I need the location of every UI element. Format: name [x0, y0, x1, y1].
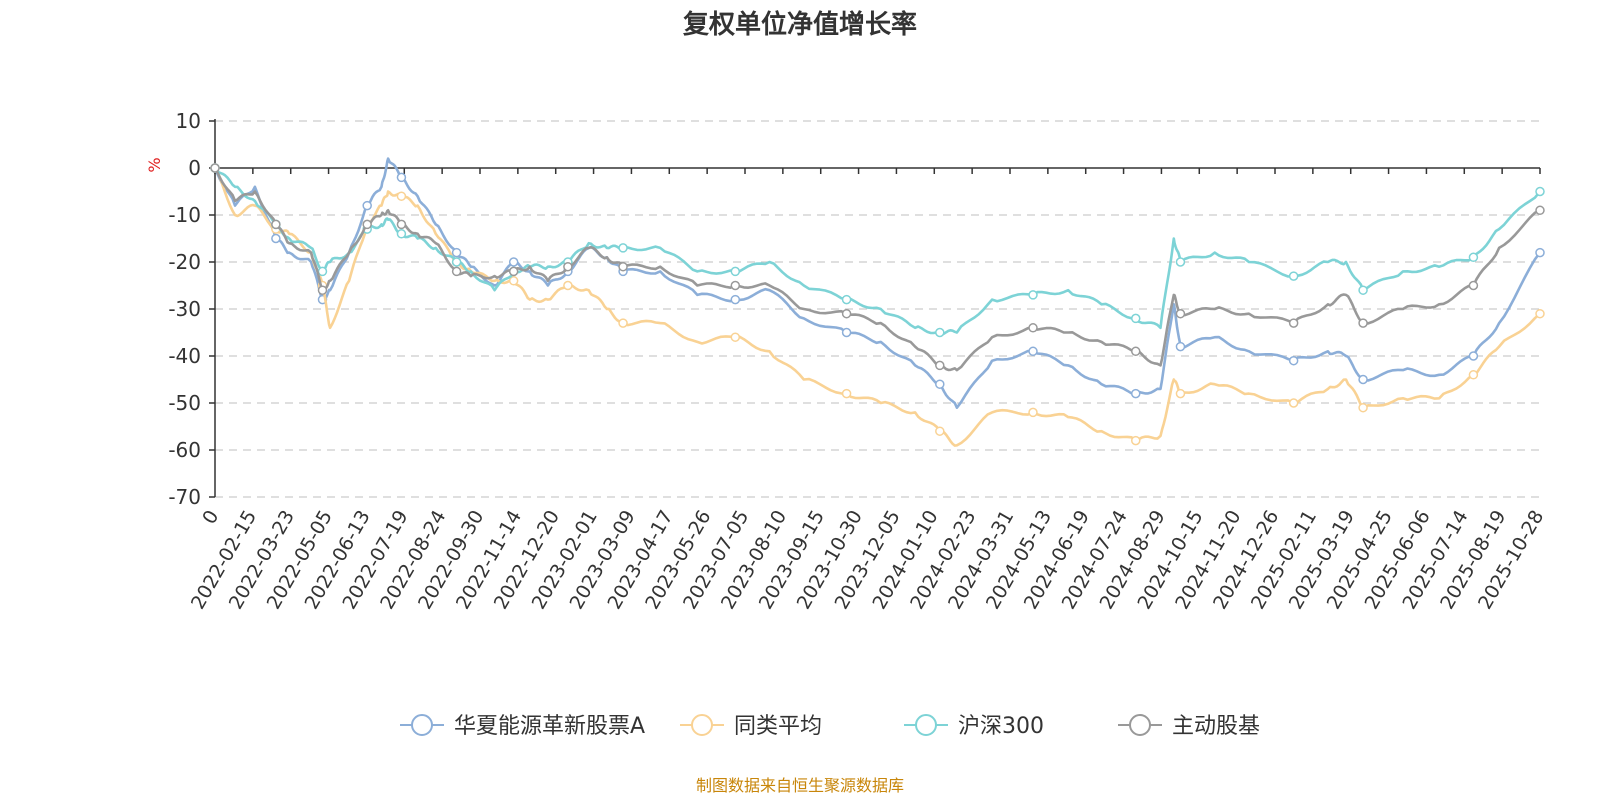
y-tick-label: 0: [188, 156, 201, 180]
data-point: [618, 261, 628, 272]
data-point: [1468, 252, 1479, 263]
series-lines: [210, 157, 1545, 447]
data-point: [563, 280, 573, 291]
data-point: [271, 233, 281, 244]
data-point: [1130, 388, 1141, 399]
data-point: [935, 360, 945, 371]
data-point: [1358, 318, 1368, 328]
data-point: [451, 257, 462, 267]
data-point: [317, 285, 328, 295]
legend-marker: [411, 714, 433, 736]
data-point: [935, 426, 945, 436]
data-point: [618, 318, 628, 328]
data-point: [730, 280, 741, 291]
data-point: [317, 266, 328, 277]
data-point: [1175, 341, 1186, 352]
data-point: [362, 200, 372, 211]
data-point: [1028, 407, 1038, 418]
series-line-1: [213, 167, 1541, 447]
legend-item-3[interactable]: 主动股基: [1118, 714, 1260, 739]
data-point: [935, 379, 945, 389]
data-point: [1288, 398, 1299, 408]
y-tick-label: 10: [176, 109, 201, 133]
legend[interactable]: 华夏能源革新股票A 同类平均 沪深300 主动股基: [400, 714, 1260, 739]
data-point: [508, 257, 519, 267]
data-point: [1175, 308, 1186, 319]
data-point: [396, 191, 407, 201]
data-point: [1130, 346, 1141, 357]
data-point: [1028, 323, 1038, 333]
data-point: [1175, 257, 1186, 267]
data-point: [730, 266, 741, 277]
data-point: [841, 308, 852, 319]
data-point: [1028, 346, 1038, 357]
data-point: [1175, 388, 1186, 399]
axes: 100-10-20-30-40-50-60-7002022-02-152022-…: [168, 109, 1548, 613]
y-tick-label: -50: [168, 391, 201, 415]
y-axis-unit: %: [145, 157, 164, 172]
data-point: [841, 294, 852, 305]
data-point: [1288, 318, 1299, 328]
legend-marker: [691, 714, 713, 736]
data-point: [508, 276, 519, 286]
data-point: [271, 219, 281, 230]
legend-item-0[interactable]: 华夏能源革新股票A: [400, 714, 645, 739]
x-tick-label: 0: [198, 507, 223, 528]
series-line-0: [213, 157, 1542, 409]
legend-item-1[interactable]: 同类平均: [680, 714, 822, 739]
data-point: [1130, 313, 1141, 324]
data-point: [563, 261, 573, 272]
data-point: [362, 219, 372, 230]
data-point: [1535, 205, 1545, 216]
legend-label: 主动股基: [1172, 714, 1260, 739]
legend-marker: [915, 714, 937, 736]
data-point: [508, 266, 519, 277]
data-point: [1288, 271, 1299, 281]
data-point: [1288, 355, 1299, 366]
data-point: [841, 388, 852, 399]
data-point: [1130, 435, 1141, 446]
data-point: [451, 247, 462, 258]
y-tick-label: -10: [168, 203, 201, 227]
series-line-3: [213, 167, 1541, 372]
data-point: [1358, 402, 1368, 413]
data-point: [618, 243, 628, 253]
data-point: [935, 327, 945, 338]
y-tick-label: -30: [168, 297, 201, 321]
data-point: [1535, 308, 1545, 319]
data-point: [1468, 280, 1479, 291]
data-point: [730, 294, 741, 305]
data-point: [841, 327, 852, 338]
data-point: [1028, 290, 1038, 300]
data-point: [210, 163, 220, 173]
legend-item-2[interactable]: 沪深300: [904, 714, 1044, 739]
source-note: 制图数据来自恒生聚源数据库: [696, 776, 904, 795]
data-point: [730, 332, 741, 342]
legend-label: 沪深300: [958, 714, 1044, 739]
data-point: [1358, 285, 1368, 295]
data-point: [1468, 351, 1479, 361]
y-tick-label: -70: [168, 485, 201, 509]
legend-label: 同类平均: [734, 714, 822, 739]
data-point: [1535, 247, 1545, 258]
legend-marker: [1129, 714, 1151, 736]
data-point: [396, 172, 407, 183]
data-point: [1468, 370, 1479, 380]
data-point: [1358, 374, 1368, 385]
chart-title: 复权单位净值增长率: [683, 9, 917, 40]
y-tick-label: -20: [168, 250, 201, 274]
data-point: [1535, 186, 1545, 197]
data-point: [451, 266, 462, 277]
y-tick-label: -60: [168, 438, 201, 462]
data-point: [396, 229, 407, 239]
legend-label: 华夏能源革新股票A: [454, 714, 645, 739]
data-point: [396, 219, 407, 230]
y-tick-label: -40: [168, 344, 201, 368]
